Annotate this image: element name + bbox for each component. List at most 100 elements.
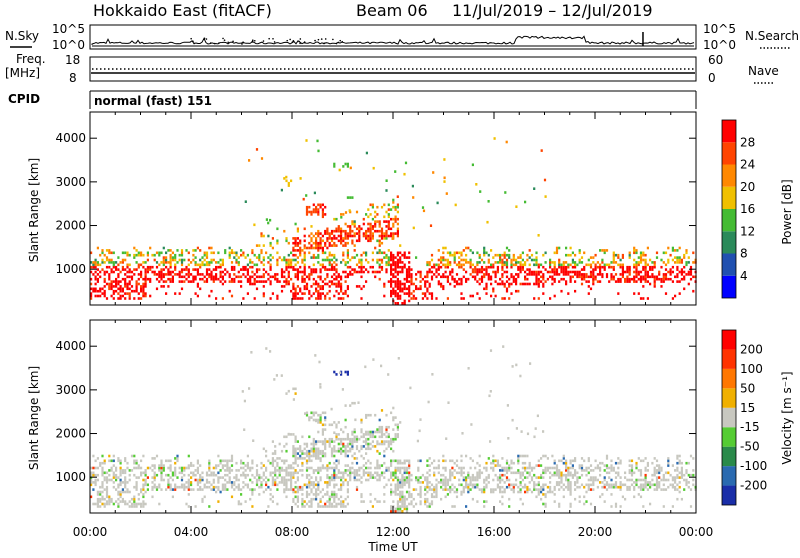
echo-cell [549, 476, 552, 479]
echo-cell [558, 488, 561, 491]
echo-cell [96, 493, 99, 496]
echo-cell [248, 387, 251, 390]
echo-cell [219, 265, 222, 269]
echo-cell [292, 287, 295, 291]
echo-cell [569, 459, 572, 463]
echo-cell [483, 466, 486, 470]
echo-cell [310, 500, 313, 503]
echo-cell [465, 261, 468, 264]
echo-cell [321, 428, 324, 431]
echo-cell [176, 459, 179, 463]
echo-cell [249, 277, 252, 281]
echo-cell [153, 471, 156, 475]
echo-cell [326, 256, 329, 259]
echo-cell [108, 249, 111, 252]
echo-cell [417, 476, 420, 479]
echo-cell [612, 485, 615, 489]
echo-cell [610, 469, 613, 472]
echo-cell [555, 481, 559, 484]
echo-cell [408, 256, 411, 259]
echo-cell [399, 280, 402, 283]
echo-cell [371, 237, 374, 240]
echo-cell [358, 258, 361, 262]
echo-cell [208, 461, 211, 465]
echo-cell [567, 471, 570, 475]
echo-cell [280, 449, 284, 453]
echo-cell [524, 270, 527, 274]
echo-cell [274, 471, 277, 475]
echo-cell [685, 471, 688, 475]
echo-cell [626, 277, 629, 281]
echo-cell [396, 476, 399, 479]
echo-cell [344, 449, 347, 453]
echo-cell [180, 466, 184, 470]
echo-cell [483, 253, 486, 257]
echo-cell [614, 485, 618, 489]
echo-cell [394, 510, 397, 513]
echo-cell [337, 471, 340, 475]
echo-cell [280, 273, 284, 276]
echo-cell [255, 280, 259, 283]
echo-cell [365, 280, 368, 283]
echo-cell [676, 488, 679, 491]
echo-cell [269, 471, 272, 475]
echo-cell [530, 258, 534, 262]
echo-cell [317, 297, 320, 300]
echo-cell [403, 253, 406, 257]
echo-cell [130, 502, 134, 506]
echo-cell [305, 452, 309, 455]
echo-cell [585, 473, 588, 477]
echo-cell [142, 483, 145, 487]
echo-cell [124, 280, 127, 283]
echo-cell [555, 251, 559, 255]
echo-cell [321, 505, 324, 508]
echo-cell [358, 270, 361, 274]
echo-cell [271, 292, 274, 295]
echo-cell [380, 471, 384, 475]
echo-cell [565, 459, 568, 463]
echo-cell [315, 454, 318, 458]
echo-cell [505, 461, 509, 465]
echo-cell [158, 253, 161, 257]
echo-cell [430, 265, 434, 269]
echo-cell [101, 454, 104, 458]
echo-cell [235, 253, 238, 257]
echo-cell [167, 273, 170, 276]
echo-cell [444, 258, 447, 262]
echo-cell [362, 234, 365, 238]
echo-cell [433, 273, 436, 276]
echo-cell [680, 268, 683, 271]
echo-cell [521, 461, 524, 465]
echo-cell [594, 265, 597, 269]
echo-cell [569, 471, 572, 475]
echo-cell [360, 270, 363, 274]
echo-cell [90, 473, 93, 477]
echo-cell [614, 502, 618, 506]
echo-cell [455, 280, 459, 283]
echo-cell [162, 246, 165, 250]
echo-cell [426, 287, 429, 291]
echo-cell [135, 481, 138, 484]
echo-cell [437, 466, 440, 470]
echo-cell [349, 229, 352, 233]
echo-cell [678, 256, 681, 259]
echo-cell [285, 265, 288, 269]
echo-cell [655, 478, 659, 482]
echo-cell [510, 275, 513, 279]
echo-cell [342, 297, 345, 300]
echo-cell [299, 270, 302, 274]
colorbar-tick-label: 4 [740, 269, 748, 283]
echo-cell [685, 261, 688, 264]
echo-cell [524, 282, 527, 286]
echo-cell [94, 294, 97, 298]
echo-cell [585, 500, 588, 503]
echo-cell [90, 297, 93, 300]
echo-cell [394, 265, 397, 269]
echo-cell [340, 447, 343, 451]
echo-cell [333, 265, 336, 269]
echo-cell [549, 270, 552, 274]
echo-cell [394, 268, 397, 271]
echo-cell [262, 275, 265, 279]
echo-cell [508, 256, 511, 259]
echo-cell [417, 469, 420, 472]
